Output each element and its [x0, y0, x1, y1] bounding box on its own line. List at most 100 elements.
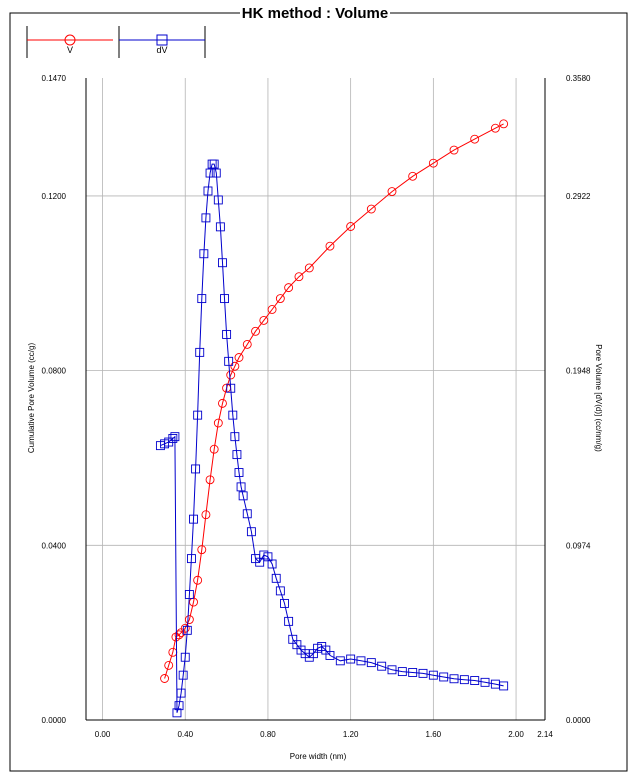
point-dv [284, 616, 294, 626]
point-dv [428, 670, 438, 680]
y-left-tick-label: 0.0400 [42, 541, 67, 550]
point-dv [418, 668, 428, 678]
point-v [197, 545, 207, 555]
point-dv [189, 514, 198, 524]
point-dv [191, 464, 201, 474]
x-tick-label: 0.00 [95, 730, 111, 739]
x-tick-label: 2.14 [537, 730, 553, 739]
point-dv [170, 432, 180, 442]
point-v [209, 444, 219, 454]
point-dv [449, 674, 459, 684]
point-v [284, 283, 294, 293]
x-tick-label: 2.00 [508, 730, 524, 739]
point-v [201, 510, 211, 520]
y-right-axis-label: Pore Volume [dV(d)] (cc/nm/g) [594, 344, 603, 452]
point-dv [224, 356, 234, 366]
y-left-tick-label: 0.0000 [42, 716, 67, 725]
point-dv [197, 294, 207, 304]
point-dv [377, 661, 387, 671]
point-v [304, 263, 314, 273]
y-left-tick-label: 0.0800 [42, 367, 67, 376]
point-v [499, 119, 509, 129]
series-line-v [164, 123, 504, 679]
x-axis-label: Pore width (nm) [290, 752, 347, 761]
point-dv [280, 598, 289, 608]
point-dv [236, 482, 246, 492]
legend-label-v: V [67, 45, 73, 55]
point-dv [238, 491, 248, 501]
point-dv [480, 677, 490, 687]
y-right-tick-label: 0.3580 [566, 74, 591, 83]
point-dv [184, 590, 194, 599]
point-dv [346, 654, 356, 664]
point-v [346, 222, 356, 231]
point-v [213, 418, 223, 428]
point-dv [499, 681, 509, 691]
point-v [408, 171, 418, 181]
x-tick-label: 0.80 [260, 730, 276, 739]
point-dv [459, 675, 469, 685]
point-dv [228, 410, 238, 420]
point-dv [470, 676, 480, 685]
point-v [205, 475, 215, 485]
point-v [193, 575, 203, 585]
point-v [164, 660, 174, 670]
point-dv [230, 432, 240, 442]
point-v [184, 615, 194, 625]
title-backing [240, 4, 390, 22]
point-dv [178, 670, 188, 680]
series-line-dv [160, 163, 504, 713]
axes-layer [85, 78, 546, 721]
point-dv [366, 658, 376, 668]
point-v [294, 272, 304, 282]
point-dv [168, 434, 178, 443]
point-v [234, 353, 244, 362]
y-right-tick-label: 0.0974 [566, 541, 591, 550]
point-v [251, 326, 260, 336]
point-v [267, 305, 277, 314]
chart-title: HK method : Volume [242, 5, 388, 22]
point-v [275, 294, 285, 304]
point-dv [199, 249, 209, 259]
point-dv [209, 159, 219, 169]
point-dv [218, 258, 227, 268]
point-dv [267, 559, 277, 569]
legend-marker-dv [156, 34, 168, 46]
point-dv [387, 665, 397, 675]
point-v [387, 187, 397, 197]
point-v [428, 158, 438, 168]
point-dv [356, 656, 366, 666]
x-tick-label: 1.60 [426, 730, 442, 739]
y-right-tick-label: 0.1948 [566, 367, 591, 376]
x-tick-label: 0.40 [177, 730, 193, 739]
point-v [490, 123, 500, 133]
point-dv [215, 222, 225, 232]
point-dv [222, 329, 232, 339]
legend: V dV [26, 26, 206, 58]
point-v [230, 361, 240, 371]
point-v [226, 370, 236, 380]
point-v [449, 145, 459, 155]
point-v [174, 630, 184, 640]
y-right-tick-label: 0.0000 [566, 716, 591, 725]
point-dv [275, 586, 285, 596]
point-v [160, 674, 170, 683]
legend-marker-v [64, 34, 76, 46]
point-dv [234, 468, 244, 477]
point-dv [335, 656, 345, 666]
point-dv [232, 450, 242, 460]
point-dv [195, 347, 205, 357]
y-right-tick-label: 0.2922 [566, 192, 591, 201]
point-dv [397, 667, 407, 677]
point-dv [246, 527, 256, 537]
point-dv [242, 509, 252, 519]
point-dv [205, 168, 215, 178]
point-dv [186, 554, 196, 564]
point-v [366, 204, 376, 214]
y-left-axis-label: Cumulative Pore Volume (cc/g) [27, 343, 36, 454]
x-tick-label: 1.20 [343, 730, 359, 739]
point-dv [176, 688, 186, 698]
point-v [180, 623, 190, 633]
